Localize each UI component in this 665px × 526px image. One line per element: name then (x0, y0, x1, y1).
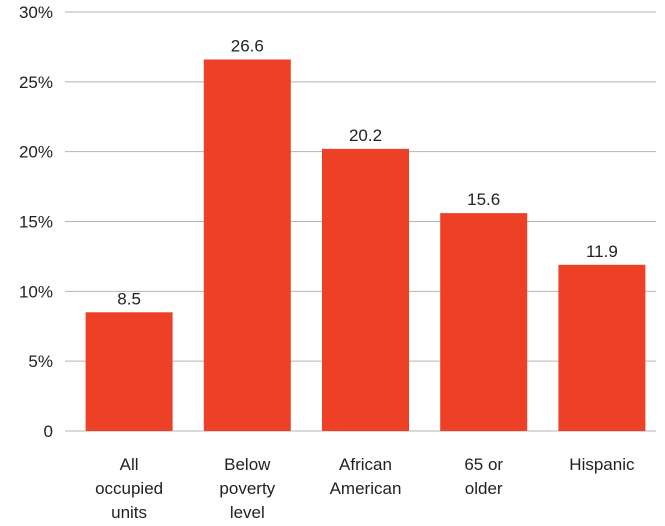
y-tick-label: 10% (19, 282, 53, 301)
data-label: 15.6 (467, 190, 500, 209)
x-tick-label: Hispanic (569, 455, 635, 474)
data-label: 26.6 (231, 36, 264, 55)
data-label: 20.2 (349, 126, 382, 145)
x-tick-label-line: poverty (219, 479, 275, 498)
x-axis: All occupied units Below poverty level African… (95, 455, 635, 522)
x-tick-label: African American (330, 455, 402, 498)
x-tick-label: All occupied units (95, 455, 163, 522)
y-tick-label: 0 (44, 422, 53, 441)
bar (203, 59, 291, 432)
y-tick-label: 20% (19, 143, 53, 162)
value-labels: 8.5 26.6 20.2 15.6 11.9 (117, 36, 618, 308)
y-tick-label: 15% (19, 213, 53, 232)
y-tick-label: 5% (28, 352, 53, 371)
x-tick-label-line: African (339, 455, 392, 474)
x-tick-label-line: American (330, 479, 402, 498)
x-tick-label-line: Below (224, 455, 271, 474)
bar (322, 148, 409, 431)
y-axis: 0 5% 10% 15% 20% 25% 30% (19, 3, 53, 441)
x-tick-label: 65 or older (464, 455, 503, 498)
x-tick-label-line: All (120, 455, 139, 474)
x-tick-label-line: Hispanic (569, 455, 635, 474)
bar (558, 264, 646, 431)
x-tick-label-line: level (230, 503, 265, 522)
bar (440, 213, 528, 431)
y-tick-label: 25% (19, 73, 53, 92)
data-label: 11.9 (586, 242, 618, 261)
x-tick-label: Below poverty level (219, 455, 275, 522)
x-tick-label-line: units (111, 503, 147, 522)
bar (85, 312, 173, 431)
data-label: 8.5 (117, 289, 141, 308)
x-tick-label-line: older (465, 479, 503, 498)
bars (85, 59, 646, 432)
x-tick-label-line: occupied (95, 479, 163, 498)
x-tick-label-line: 65 or (464, 455, 503, 474)
y-tick-label: 30% (19, 3, 53, 22)
